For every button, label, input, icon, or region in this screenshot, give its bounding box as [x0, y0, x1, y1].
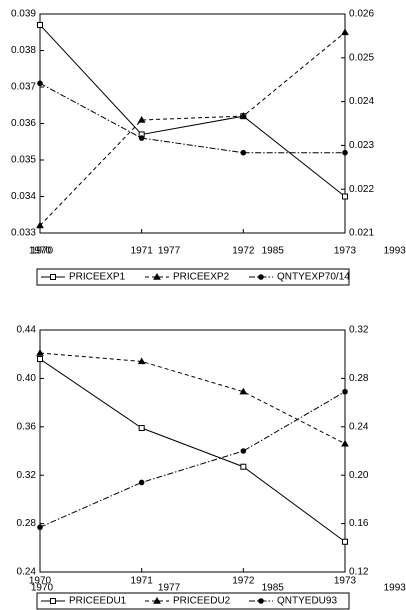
x-tick-label: 1971	[131, 246, 154, 257]
y2-tick-label: 0.24	[349, 421, 369, 432]
x-tick-label: 1972	[232, 246, 255, 257]
legend-box	[36, 592, 350, 610]
y2-tick-label: 0.026	[349, 9, 374, 20]
x-tick-label: 1971	[131, 576, 154, 587]
y2-tick-label: 0.021	[349, 228, 374, 239]
series-line	[39, 24, 346, 197]
y-tick-label: 0.038	[11, 45, 36, 56]
marker	[36, 348, 44, 356]
x-tick-label: 1973	[334, 246, 357, 257]
marker	[37, 524, 43, 531]
legend-label: PRICEEDU2	[173, 596, 231, 607]
x-tick-label: 1973	[334, 576, 357, 587]
marker	[37, 356, 43, 363]
legend-box	[36, 268, 350, 286]
y-tick-label: 0.035	[11, 155, 36, 166]
y-tick-label: 0.36	[17, 421, 37, 432]
y2-tick-label: 0.022	[349, 184, 374, 195]
y2-tick-label: 0.024	[349, 96, 374, 107]
marker	[138, 425, 145, 432]
series-line	[39, 32, 346, 226]
chart: 0.033 0.034 0.035 0.036 0.037 0.038 0.039 0.021…	[11, 9, 406, 286]
x-tick-label: 1972	[232, 576, 255, 587]
marker	[137, 115, 146, 123]
x2-tick-label: 1993	[384, 583, 406, 594]
marker	[240, 463, 247, 470]
legend-marker	[153, 272, 161, 280]
x2-tick-label: 1993	[384, 246, 406, 257]
marker	[37, 21, 43, 28]
series-line	[39, 391, 346, 528]
y2-tick-label: 0.28	[349, 373, 369, 384]
marker	[138, 479, 145, 486]
legend-label: QNTYEDU93	[277, 596, 337, 607]
y-tick-label: 0.32	[17, 470, 37, 481]
marker	[137, 357, 146, 365]
y-tick-label: 0.039	[11, 9, 36, 20]
legend-marker	[258, 598, 264, 604]
legend-label: QNTYEXP70/14	[277, 272, 350, 283]
x2-tick-label: 1977	[158, 246, 181, 257]
y2-tick-label: 0.12	[349, 567, 369, 578]
y-tick-label: 0.037	[11, 82, 36, 93]
marker	[239, 387, 248, 395]
x-tick-label: 1970	[29, 576, 52, 587]
y-tick-label: 0.036	[11, 118, 36, 129]
marker	[240, 149, 247, 156]
x2-tick-label: 1970	[31, 583, 54, 594]
chart: 0.24 0.28 0.32 0.36 0.40 0.44 0.12 0.16 0.20 0.24…	[17, 325, 406, 610]
legend-marker	[258, 274, 264, 280]
marker	[36, 221, 44, 229]
x-tick-label: 1970	[29, 246, 52, 257]
legend-marker	[153, 596, 161, 604]
marker	[342, 149, 348, 156]
plot-frame	[39, 329, 346, 573]
y-tick-label: 0.44	[17, 325, 37, 336]
y2-tick-label: 0.025	[349, 52, 374, 63]
marker	[342, 388, 348, 395]
marker	[342, 538, 348, 545]
y2-tick-label: 0.32	[349, 325, 369, 336]
plot-frame	[39, 13, 346, 234]
x2-tick-label: 1977	[158, 583, 181, 594]
legend-marker	[50, 274, 56, 280]
y-tick-label: 0.034	[11, 191, 36, 202]
series-line	[39, 352, 346, 445]
legend-label: PRICEEXP2	[173, 272, 230, 283]
y-tick-label: 0.28	[17, 518, 37, 529]
y2-tick-label: 0.20	[349, 470, 369, 481]
series-line	[39, 82, 345, 154]
legend-label: PRICEEXP1	[69, 272, 126, 283]
legend-label: PRICEEDU1	[69, 596, 127, 607]
marker	[138, 135, 145, 141]
x2-tick-label: 1985	[262, 583, 285, 594]
y2-tick-label: 0.023	[349, 140, 374, 151]
marker	[239, 112, 248, 119]
y-tick-label: 0.40	[17, 373, 37, 384]
x2-tick-label: 1970	[31, 246, 54, 257]
y-tick-label: 0.033	[11, 228, 36, 239]
marker	[341, 439, 349, 447]
marker	[341, 28, 349, 36]
legend-marker	[50, 598, 56, 604]
series-line	[39, 358, 346, 543]
marker	[37, 80, 43, 87]
marker	[342, 193, 348, 200]
x2-tick-label: 1985	[262, 246, 285, 257]
y-tick-label: 0.24	[17, 567, 37, 578]
marker	[240, 448, 247, 454]
y2-tick-label: 0.16	[349, 518, 369, 529]
